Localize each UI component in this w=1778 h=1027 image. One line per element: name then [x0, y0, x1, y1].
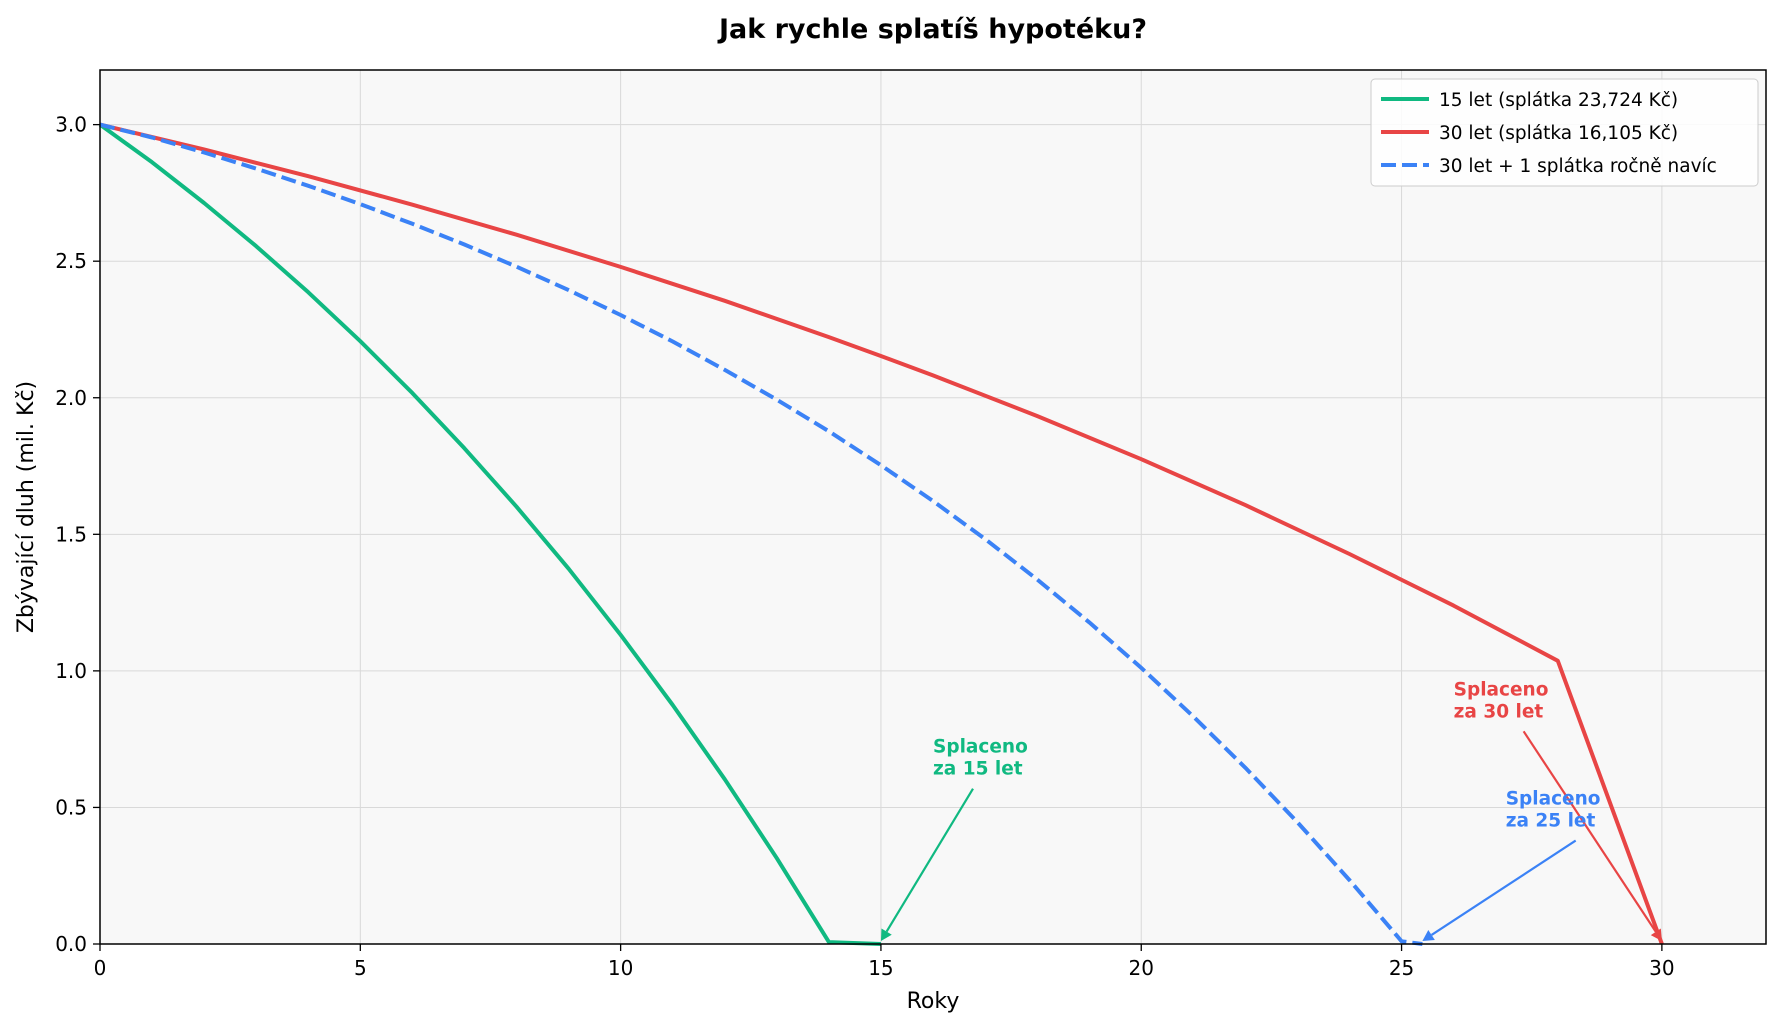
y-axis-ticks: 0.0 0.5 1.0 1.5 2.0 2.5 3.0 — [55, 113, 100, 956]
annotation-arrow-0 — [885, 788, 974, 933]
series-line-0 — [98, 122, 881, 946]
y-tick-label: 1.5 — [55, 522, 87, 546]
x-tick-label: 15 — [868, 956, 893, 980]
plot-area — [100, 70, 1766, 944]
x-tick-label: 5 — [354, 956, 367, 980]
y-tick-label: 2.5 — [55, 249, 87, 273]
annotation-label-0: za 15 let — [933, 759, 1023, 780]
legend-label-1: 30 let (splátka 16,105 Kč) — [1439, 123, 1678, 144]
annotation-arrow-1 — [1522, 730, 1657, 933]
y-tick-label: 0.5 — [55, 795, 87, 819]
x-tick-label: 30 — [1649, 956, 1674, 980]
x-tick-label: 0 — [94, 956, 107, 980]
annotation-label-2: Splaceno — [1506, 789, 1601, 810]
y-tick-label: 1.0 — [55, 659, 87, 683]
series-line-2 — [99, 122, 1423, 946]
annotation-arrowhead-1 — [1650, 928, 1662, 941]
chart-title: Jak rychle splatíš hypotéku? — [717, 14, 1147, 45]
plot-frame — [99, 69, 1767, 945]
annotation-label-2: za 25 let — [1506, 811, 1596, 832]
legend-label-0: 15 let (splátka 23,724 Kč) — [1439, 90, 1678, 111]
legend-label-2: 30 let + 1 splátka ročně navíc — [1439, 156, 1717, 177]
x-axis-label: Roky — [907, 989, 960, 1014]
series-line-1 — [99, 122, 1664, 945]
x-tick-label: 25 — [1389, 956, 1414, 980]
legend-box — [1370, 78, 1759, 187]
x-tick-label: 10 — [608, 956, 633, 980]
annotation-label-1: za 30 let — [1454, 701, 1544, 722]
series-layer — [98, 122, 1664, 946]
annotation-label-1: Splaceno — [1454, 679, 1549, 700]
annotation-arrowhead-0 — [880, 928, 892, 941]
x-axis-ticks: 0 5 10 15 20 25 30 — [94, 944, 1675, 980]
y-tick-label: 3.0 — [55, 113, 87, 137]
annotation-label-0: Splaceno — [933, 737, 1028, 758]
legend: 15 let (splátka 23,724 Kč) 30 let (splátk… — [1370, 78, 1759, 187]
x-tick-label: 20 — [1129, 956, 1154, 980]
y-axis-label: Zbývající dluh (mil. Kč) — [14, 381, 39, 633]
y-tick-label: 2.0 — [55, 386, 87, 410]
y-tick-label: 0.0 — [55, 932, 87, 956]
annotation-arrow-2 — [1430, 839, 1577, 936]
annotation-arrowhead-2 — [1422, 929, 1435, 941]
